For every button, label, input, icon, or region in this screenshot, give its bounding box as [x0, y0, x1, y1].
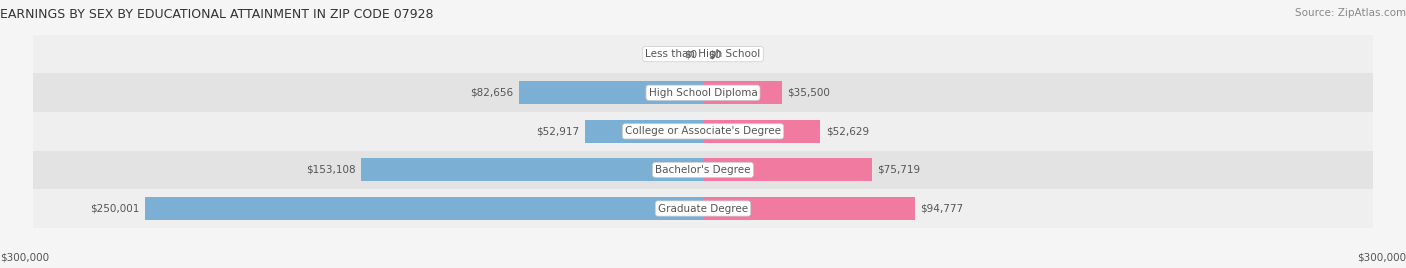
Bar: [361, 158, 703, 181]
Text: $153,108: $153,108: [307, 165, 356, 175]
Text: Less than High School: Less than High School: [645, 49, 761, 59]
Text: $250,001: $250,001: [90, 203, 139, 214]
Text: Bachelor's Degree: Bachelor's Degree: [655, 165, 751, 175]
Text: High School Diploma: High School Diploma: [648, 88, 758, 98]
Bar: [703, 120, 821, 143]
Text: $82,656: $82,656: [470, 88, 513, 98]
Text: $300,000: $300,000: [1357, 252, 1406, 262]
Text: College or Associate's Degree: College or Associate's Degree: [626, 126, 780, 136]
Text: $52,629: $52,629: [825, 126, 869, 136]
Bar: [34, 35, 1372, 73]
Text: Source: ZipAtlas.com: Source: ZipAtlas.com: [1295, 8, 1406, 18]
Text: $300,000: $300,000: [0, 252, 49, 262]
Text: $0: $0: [709, 49, 721, 59]
Bar: [34, 73, 1372, 112]
Text: $0: $0: [685, 49, 697, 59]
Text: $94,777: $94,777: [920, 203, 963, 214]
Text: Graduate Degree: Graduate Degree: [658, 203, 748, 214]
Bar: [34, 151, 1372, 189]
Bar: [703, 158, 872, 181]
Text: EARNINGS BY SEX BY EDUCATIONAL ATTAINMENT IN ZIP CODE 07928: EARNINGS BY SEX BY EDUCATIONAL ATTAINMEN…: [0, 8, 433, 21]
Text: $75,719: $75,719: [877, 165, 921, 175]
Bar: [703, 197, 914, 220]
Text: $35,500: $35,500: [787, 88, 831, 98]
Bar: [703, 81, 782, 104]
Bar: [519, 81, 703, 104]
Bar: [585, 120, 703, 143]
Text: $52,917: $52,917: [537, 126, 579, 136]
Bar: [34, 189, 1372, 228]
Bar: [145, 197, 703, 220]
Bar: [34, 112, 1372, 151]
